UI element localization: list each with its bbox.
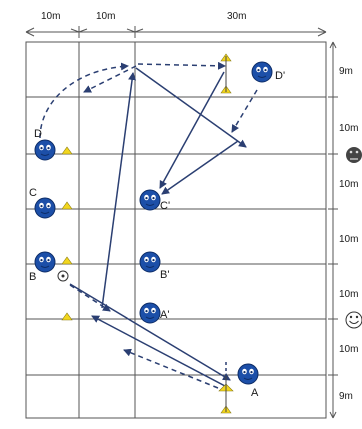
dim-label-top-1: 10m	[41, 11, 60, 22]
player-label-B-prime: B'	[160, 269, 169, 281]
dim-label-side-1: 9m	[339, 66, 353, 77]
player-B-prime-icon	[139, 251, 161, 273]
dim-label-side-5: 10m	[339, 289, 358, 300]
dim-label-side-2: 10m	[339, 123, 358, 134]
dim-label-side-7: 9m	[339, 391, 353, 402]
neutral-face-icon	[346, 147, 362, 163]
player-C-prime-icon	[139, 189, 161, 211]
player-label-B: B	[29, 271, 36, 283]
player-D-prime-icon	[251, 61, 273, 83]
field-grid	[25, 41, 327, 419]
pass-arrows	[69, 67, 247, 387]
dim-label-side-4: 10m	[339, 234, 358, 245]
cone-icon	[61, 201, 73, 210]
dim-label-side-6: 10m	[339, 344, 358, 355]
cone-icon	[61, 146, 73, 155]
player-D-icon	[34, 139, 56, 161]
cone-icon	[61, 312, 73, 321]
player-label-D: D	[34, 128, 42, 140]
player-label-C: C	[29, 187, 37, 199]
smiley-face-icon	[345, 311, 362, 329]
top-dimension-line	[25, 26, 327, 38]
dim-label-top-2: 10m	[96, 11, 115, 22]
player-label-A: A	[251, 387, 259, 399]
players	[34, 61, 273, 385]
player-label-D-prime: D'	[275, 70, 285, 82]
side-dimension-line	[328, 41, 338, 419]
dim-label-side-3: 10m	[339, 179, 358, 190]
player-label-A-prime: A'	[160, 309, 169, 321]
player-C-icon	[34, 197, 56, 219]
player-label-C-prime: C'	[160, 200, 170, 212]
dim-label-top-3: 30m	[227, 11, 246, 22]
cone-icon	[61, 256, 73, 265]
player-B-icon	[34, 251, 56, 273]
player-A-icon	[237, 363, 259, 385]
player-A-prime-icon	[139, 302, 161, 324]
ball-icon	[57, 270, 69, 282]
run-arrows	[39, 61, 258, 389]
